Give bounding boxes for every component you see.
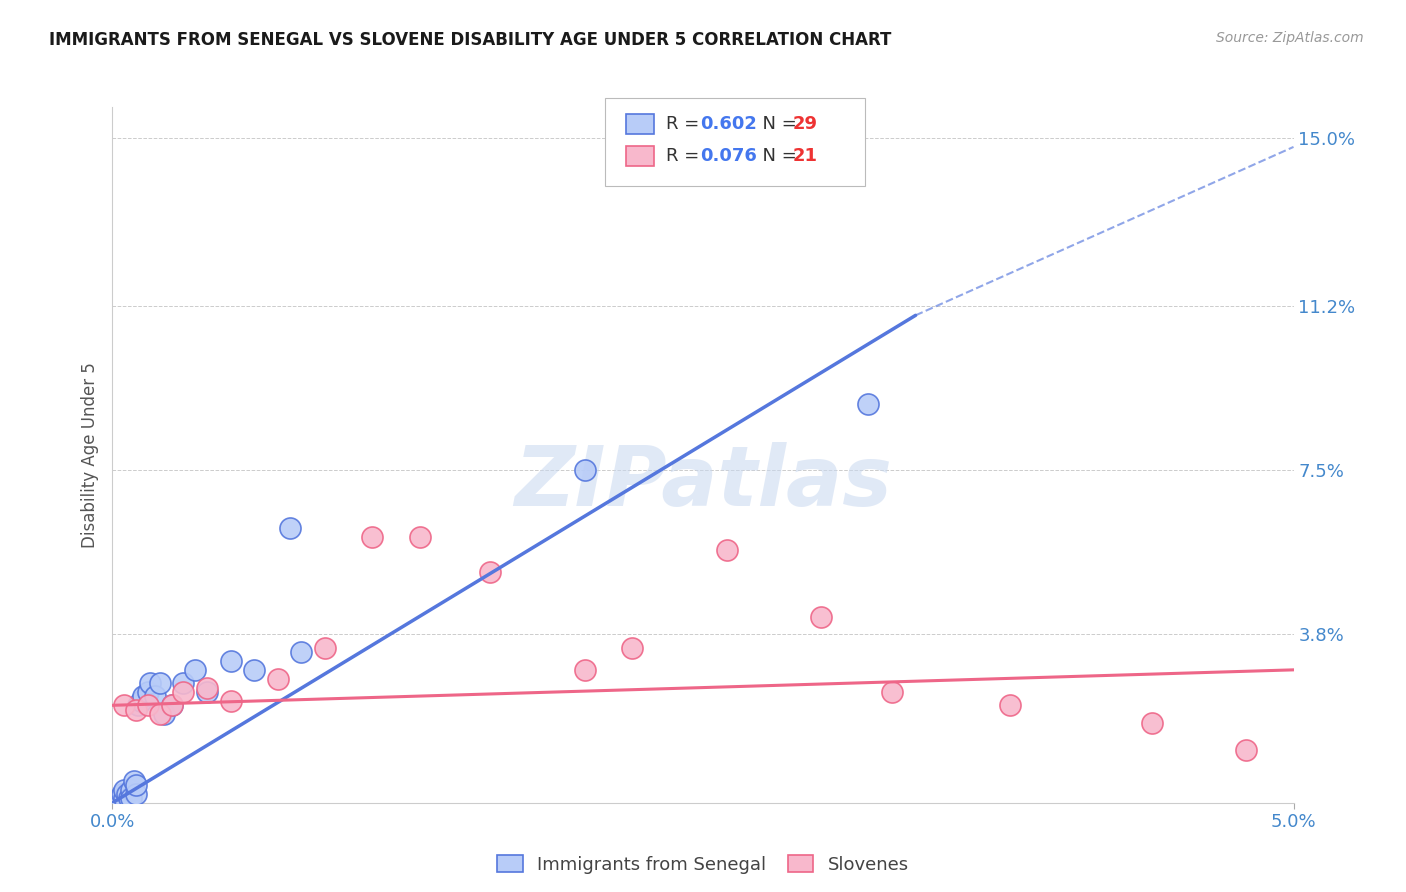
Point: [243, 663, 266, 677]
Point: [361, 530, 384, 544]
Point: [136, 698, 159, 713]
Legend: Immigrants from Senegal, Slovenes: Immigrants from Senegal, Slovenes: [491, 847, 915, 880]
Point: [219, 694, 242, 708]
Text: N =: N =: [751, 147, 803, 165]
Text: R =: R =: [666, 147, 706, 165]
Point: [139, 676, 162, 690]
Point: [149, 676, 172, 690]
Point: [810, 609, 832, 624]
Text: IMMIGRANTS FROM SENEGAL VS SLOVENE DISABILITY AGE UNDER 5 CORRELATION CHART: IMMIGRANTS FROM SENEGAL VS SLOVENE DISAB…: [49, 31, 891, 49]
Point: [149, 707, 172, 722]
Text: 29: 29: [793, 115, 818, 133]
Point: [160, 698, 183, 713]
Text: Source: ZipAtlas.com: Source: ZipAtlas.com: [1216, 31, 1364, 45]
Point: [195, 681, 218, 695]
Point: [125, 787, 148, 801]
Point: [118, 791, 141, 805]
Point: [574, 463, 596, 477]
Point: [1234, 742, 1257, 756]
Point: [290, 645, 312, 659]
Point: [112, 791, 135, 805]
Point: [108, 791, 131, 805]
Point: [880, 685, 903, 699]
Point: [129, 694, 152, 708]
Point: [132, 690, 155, 704]
Text: 21: 21: [793, 147, 818, 165]
Text: 0.076: 0.076: [700, 147, 756, 165]
Text: 0.602: 0.602: [700, 115, 756, 133]
Point: [127, 698, 149, 713]
Text: R =: R =: [666, 115, 706, 133]
Point: [112, 782, 135, 797]
Point: [408, 530, 430, 544]
Point: [1140, 716, 1163, 731]
Text: ZIPatlas: ZIPatlas: [515, 442, 891, 524]
Point: [120, 782, 142, 797]
Point: [716, 543, 738, 558]
Point: [122, 773, 145, 788]
Point: [160, 698, 183, 713]
Point: [621, 640, 644, 655]
Point: [574, 663, 596, 677]
Point: [120, 791, 142, 805]
Point: [479, 566, 502, 580]
Point: [111, 787, 134, 801]
Y-axis label: Disability Age Under 5: Disability Age Under 5: [80, 362, 98, 548]
Point: [314, 640, 336, 655]
Point: [184, 663, 207, 677]
Point: [143, 690, 166, 704]
Point: [172, 685, 194, 699]
Point: [998, 698, 1021, 713]
Point: [115, 787, 138, 801]
Point: [112, 698, 135, 713]
Point: [136, 685, 159, 699]
Point: [172, 676, 194, 690]
Point: [267, 672, 290, 686]
Text: N =: N =: [751, 115, 803, 133]
Point: [125, 778, 148, 792]
Point: [125, 703, 148, 717]
Point: [858, 397, 880, 411]
Point: [278, 521, 301, 535]
Point: [153, 707, 176, 722]
Point: [219, 654, 242, 668]
Point: [195, 685, 218, 699]
